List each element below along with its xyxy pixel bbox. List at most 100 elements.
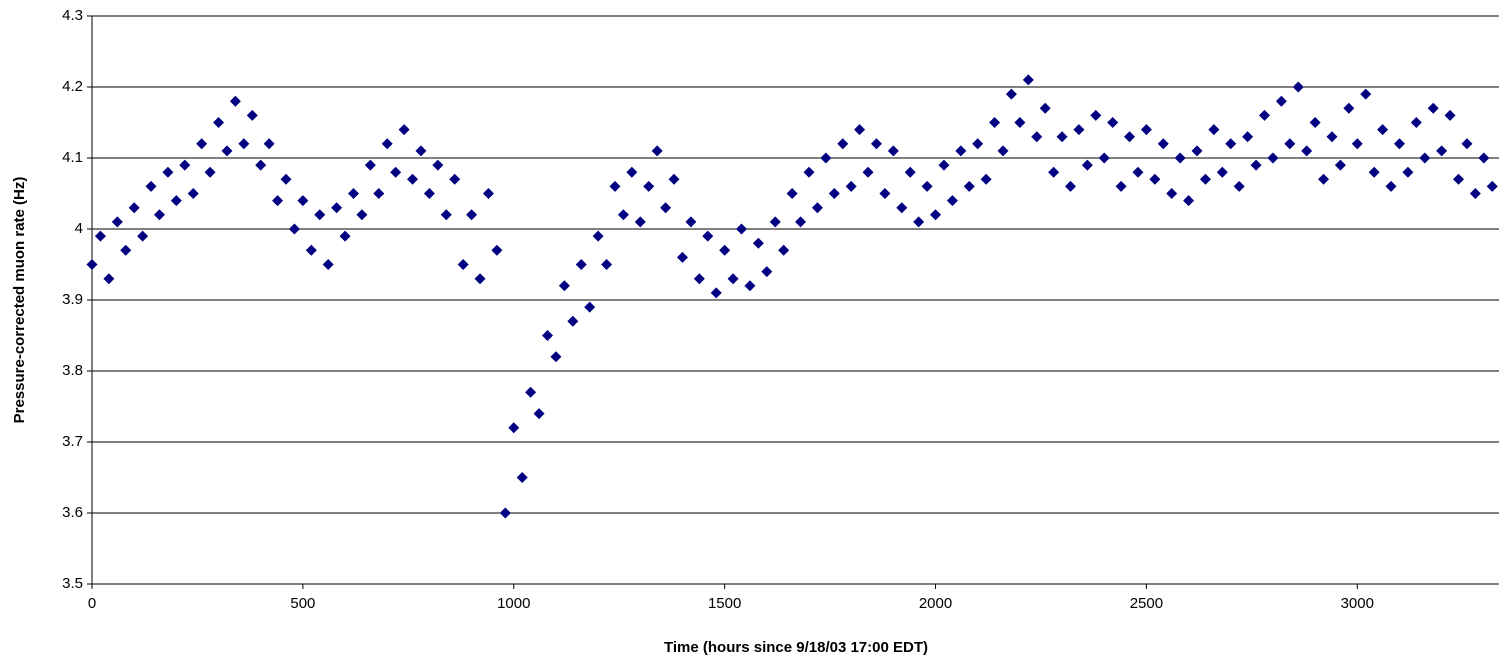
point [1014, 117, 1026, 128]
x-tick-label: 2500 [1130, 595, 1163, 612]
point [137, 230, 149, 242]
point [769, 216, 781, 228]
point [668, 173, 680, 185]
y-axis-title: Pressure-corrected muon rate (Hz) [11, 177, 28, 424]
point [120, 244, 132, 256]
point [710, 287, 722, 299]
point [584, 301, 596, 313]
point [1073, 124, 1085, 136]
point [1166, 188, 1178, 199]
point [1486, 180, 1498, 192]
point [1242, 131, 1254, 143]
point [297, 195, 309, 207]
x-tick-label: 0 [88, 595, 96, 612]
point [896, 202, 908, 214]
point [1157, 138, 1169, 150]
point [1115, 180, 1127, 192]
point [736, 223, 748, 235]
point [153, 209, 165, 221]
point [1427, 102, 1439, 114]
y-tick-label: 4 [75, 220, 83, 237]
point [744, 280, 756, 292]
point [1360, 88, 1372, 100]
point [1183, 195, 1195, 207]
point [322, 259, 334, 270]
point [727, 273, 739, 285]
point [339, 230, 351, 242]
point [1039, 102, 1051, 114]
point [795, 216, 807, 228]
point [550, 351, 562, 363]
point [1124, 131, 1136, 143]
point [879, 188, 891, 199]
point [972, 138, 984, 150]
point [609, 180, 621, 192]
point [204, 166, 216, 178]
point [415, 145, 427, 157]
point [567, 315, 579, 327]
point [213, 117, 225, 128]
point [786, 188, 798, 199]
point [752, 237, 764, 249]
point [356, 209, 368, 221]
point [305, 244, 317, 256]
point [592, 230, 604, 242]
point [870, 138, 882, 150]
point [719, 244, 731, 256]
point [997, 145, 1009, 157]
point [373, 188, 385, 199]
x-tick-label: 500 [290, 595, 315, 612]
point [187, 188, 199, 199]
point [1208, 124, 1220, 136]
point [887, 145, 899, 157]
point [1275, 95, 1287, 107]
x-tick-label: 1500 [708, 595, 741, 612]
point [854, 124, 866, 136]
point [660, 202, 672, 214]
point [921, 180, 933, 192]
point [904, 166, 916, 178]
x-axis-title: Time (hours since 9/18/03 17:00 EDT) [664, 639, 928, 656]
point [398, 124, 410, 136]
point [238, 138, 250, 150]
point [491, 244, 503, 256]
point [128, 202, 140, 214]
point [1233, 180, 1245, 192]
point [1216, 166, 1228, 178]
point [963, 180, 975, 192]
point [1402, 166, 1414, 178]
point [280, 173, 292, 185]
point [1326, 131, 1338, 143]
y-tick-label: 3.8 [62, 362, 83, 379]
point [272, 195, 284, 207]
point [1132, 166, 1144, 178]
y-tick-label: 3.9 [62, 291, 83, 308]
point [364, 159, 376, 171]
y-tick-label: 4.2 [62, 78, 83, 95]
y-tick-label: 3.5 [62, 575, 83, 592]
point [482, 188, 494, 199]
point [516, 472, 528, 483]
point [820, 152, 832, 164]
point [1351, 138, 1363, 150]
point [1478, 152, 1490, 164]
point [634, 216, 646, 228]
point [170, 195, 182, 207]
point [331, 202, 343, 214]
point [221, 145, 233, 157]
point [778, 244, 790, 256]
point [651, 145, 663, 157]
point [1090, 109, 1102, 121]
point [457, 259, 469, 270]
point [1334, 159, 1346, 171]
point [1081, 159, 1093, 171]
point [845, 180, 857, 192]
point [449, 173, 461, 185]
y-tick-label: 4.1 [62, 149, 83, 166]
point [525, 386, 537, 398]
point [1107, 117, 1119, 128]
point [946, 195, 958, 207]
point [1048, 166, 1060, 178]
point [862, 166, 874, 178]
point [1259, 109, 1270, 121]
